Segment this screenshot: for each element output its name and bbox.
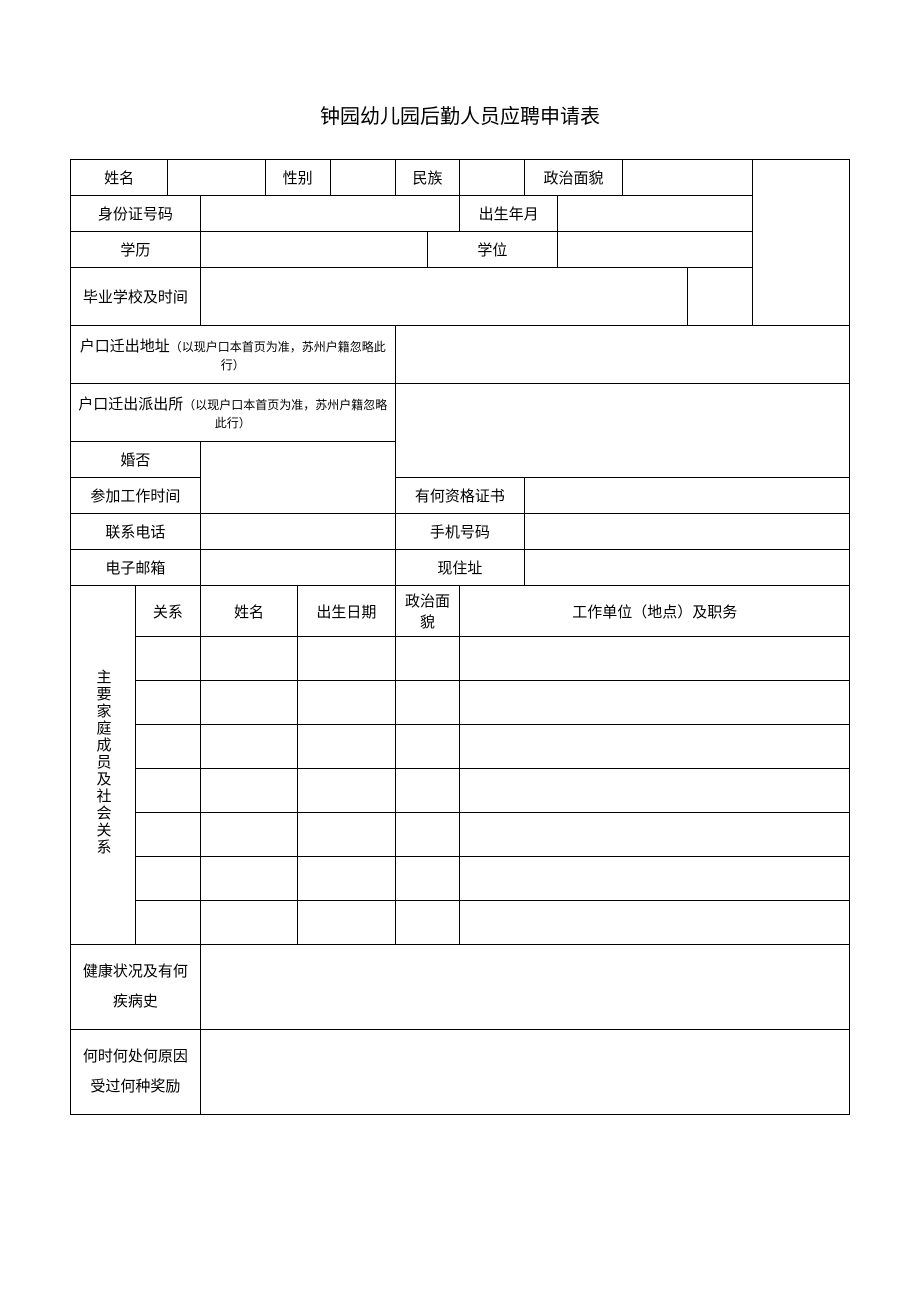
field-fampol-4[interactable] (395, 769, 460, 813)
field-relation-5[interactable] (135, 813, 200, 857)
field-fambirth-6[interactable] (298, 857, 395, 901)
label-marital: 婚否 (71, 442, 201, 478)
field-political[interactable] (622, 160, 752, 196)
field-health[interactable] (200, 945, 849, 1030)
label-id-number: 身份证号码 (71, 196, 201, 232)
label-degree: 学位 (427, 232, 557, 268)
label-phone: 联系电话 (71, 514, 201, 550)
label-mobile: 手机号码 (395, 514, 525, 550)
label-name: 姓名 (71, 160, 168, 196)
field-education[interactable] (200, 232, 427, 268)
field-gender[interactable] (330, 160, 395, 196)
field-certificate[interactable] (525, 478, 850, 514)
label-health: 健康状况及有何疾病史 (71, 945, 201, 1030)
field-famname-7[interactable] (200, 901, 297, 945)
label-hukou-station: 户口迁出派出所（以现户口本首页为准，苏州户籍忽略此行） (71, 384, 396, 442)
label-certificate: 有何资格证书 (395, 478, 525, 514)
field-famwork-4[interactable] (460, 769, 850, 813)
field-relation-3[interactable] (135, 725, 200, 769)
label-fam-political: 政治面貌 (395, 586, 460, 637)
field-hukou-addr[interactable] (395, 326, 849, 384)
label-awards: 何时何处何原因受过何种奖励 (71, 1030, 201, 1115)
field-fampol-6[interactable] (395, 857, 460, 901)
field-fampol-7[interactable] (395, 901, 460, 945)
label-ethnicity: 民族 (395, 160, 460, 196)
field-hukou-station[interactable] (395, 384, 849, 478)
field-famwork-6[interactable] (460, 857, 850, 901)
label-relation: 关系 (135, 586, 200, 637)
label-family-section: 主要家庭成员及社会关系 (71, 586, 136, 945)
field-relation-1[interactable] (135, 637, 200, 681)
label-gender: 性别 (265, 160, 330, 196)
field-famname-3[interactable] (200, 725, 297, 769)
field-id-number[interactable] (200, 196, 460, 232)
field-grad-extra[interactable] (687, 268, 752, 326)
label-fam-name: 姓名 (200, 586, 297, 637)
label-grad-school: 毕业学校及时间 (71, 268, 201, 326)
label-fam-birth: 出生日期 (298, 586, 395, 637)
field-fambirth-4[interactable] (298, 769, 395, 813)
field-famname-6[interactable] (200, 857, 297, 901)
field-relation-2[interactable] (135, 681, 200, 725)
field-famwork-5[interactable] (460, 813, 850, 857)
field-fambirth-5[interactable] (298, 813, 395, 857)
field-famwork-2[interactable] (460, 681, 850, 725)
field-famname-1[interactable] (200, 637, 297, 681)
field-relation-6[interactable] (135, 857, 200, 901)
field-fampol-2[interactable] (395, 681, 460, 725)
field-birth-date[interactable] (557, 196, 752, 232)
field-famname-2[interactable] (200, 681, 297, 725)
label-birth-date: 出生年月 (460, 196, 557, 232)
field-famname-5[interactable] (200, 813, 297, 857)
label-fam-work: 工作单位（地点）及职务 (460, 586, 850, 637)
field-awards[interactable] (200, 1030, 849, 1115)
label-education: 学历 (71, 232, 201, 268)
form-title: 钟园幼儿园后勤人员应聘申请表 (70, 100, 850, 129)
label-current-addr: 现住址 (395, 550, 525, 586)
field-fambirth-7[interactable] (298, 901, 395, 945)
field-relation-7[interactable] (135, 901, 200, 945)
field-mobile[interactable] (525, 514, 850, 550)
field-photo[interactable] (752, 160, 849, 326)
field-fambirth-3[interactable] (298, 725, 395, 769)
field-degree[interactable] (557, 232, 752, 268)
field-famwork-3[interactable] (460, 725, 850, 769)
field-phone[interactable] (200, 514, 395, 550)
label-political: 政治面貌 (525, 160, 622, 196)
field-fambirth-2[interactable] (298, 681, 395, 725)
label-email: 电子邮箱 (71, 550, 201, 586)
field-fampol-5[interactable] (395, 813, 460, 857)
field-ethnicity[interactable] (460, 160, 525, 196)
application-form-table: 姓名 性别 民族 政治面貌 身份证号码 出生年月 学历 学位 毕业学校及时间 户… (70, 159, 850, 1115)
field-famwork-1[interactable] (460, 637, 850, 681)
field-fampol-3[interactable] (395, 725, 460, 769)
field-current-addr[interactable] (525, 550, 850, 586)
label-work-start: 参加工作时间 (71, 478, 201, 514)
field-email[interactable] (200, 550, 395, 586)
label-hukou-addr: 户口迁出地址（以现户口本首页为准，苏州户籍忽略此行） (71, 326, 396, 384)
field-fambirth-1[interactable] (298, 637, 395, 681)
field-grad-school[interactable] (200, 268, 687, 326)
field-marital[interactable] (200, 442, 395, 514)
field-fampol-1[interactable] (395, 637, 460, 681)
field-famwork-7[interactable] (460, 901, 850, 945)
field-name[interactable] (168, 160, 265, 196)
field-famname-4[interactable] (200, 769, 297, 813)
field-relation-4[interactable] (135, 769, 200, 813)
